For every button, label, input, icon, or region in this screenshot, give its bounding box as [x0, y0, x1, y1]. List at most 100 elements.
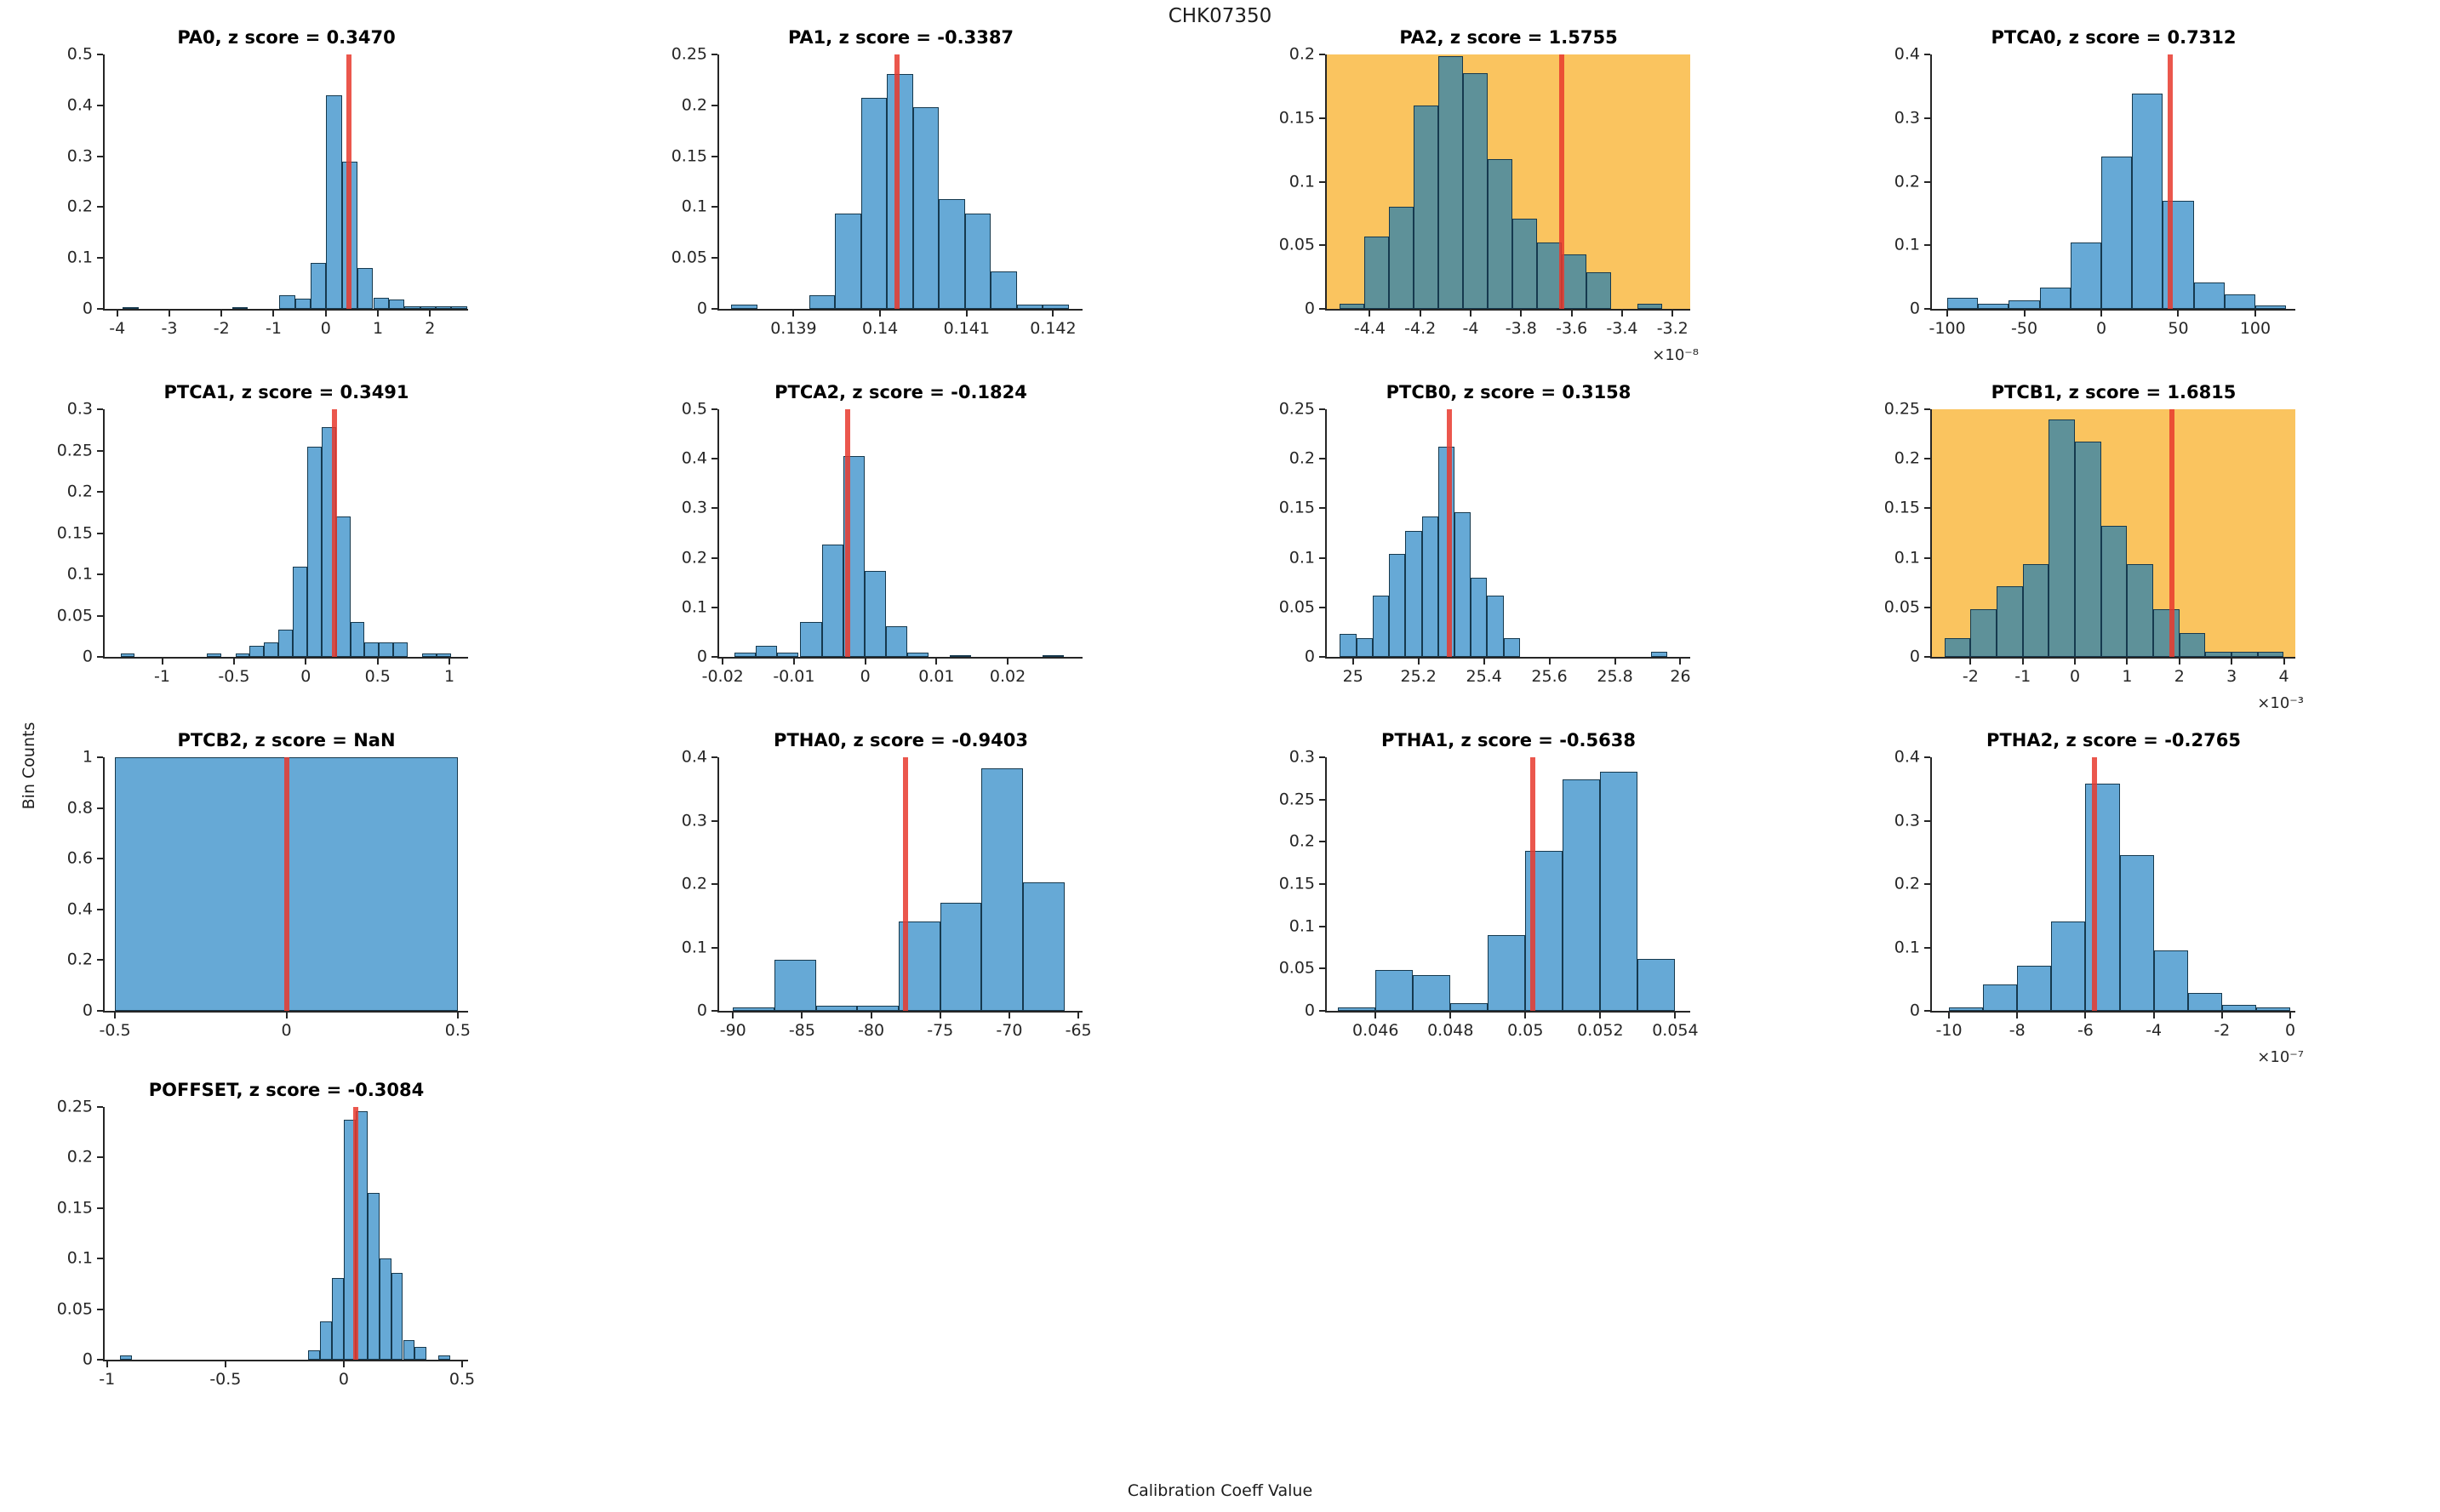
histogram-bar — [964, 213, 991, 309]
x-tick-label: -10 — [1935, 1021, 1963, 1040]
y-tick — [1319, 117, 1325, 119]
x-tick — [461, 1361, 464, 1367]
x-tick — [232, 659, 235, 665]
y-tick-label: 0 — [1304, 1001, 1315, 1020]
y-tick-label: 0.6 — [66, 848, 93, 868]
histogram-bar — [326, 94, 342, 309]
y-tick-label: 0.1 — [681, 597, 707, 617]
x-tick-label: -3 — [161, 319, 178, 338]
y-tick-label: 0 — [82, 1001, 93, 1020]
x-tick — [1570, 311, 1573, 317]
y-tick-label: 0.2 — [66, 1147, 93, 1167]
x-tick-label: -4 — [1462, 319, 1479, 338]
histogram-bar — [981, 767, 1024, 1011]
y-tick-label: 0 — [1909, 647, 1920, 666]
y-tick-label: 0.15 — [56, 1198, 93, 1218]
y-tick — [1319, 54, 1325, 55]
y-tick-label: 0.25 — [56, 1097, 93, 1116]
x-tick — [456, 1013, 459, 1018]
histogram-bar — [809, 295, 836, 309]
y-tick — [1319, 656, 1325, 658]
histogram-bar — [2224, 294, 2255, 309]
histogram-bar — [403, 1340, 415, 1360]
histogram-bar — [2179, 633, 2206, 657]
y-tick — [1319, 1010, 1325, 1012]
histogram-bar — [907, 653, 929, 657]
y-tick-label: 0.25 — [1883, 399, 1920, 419]
y-tick — [1319, 556, 1325, 559]
x-tick-label: 1 — [372, 319, 384, 338]
x-tick-label: 50 — [2168, 319, 2189, 338]
y-tick — [711, 507, 717, 510]
x-tick-label: 25 — [1342, 667, 1363, 686]
x-tick — [285, 1013, 288, 1018]
y-tick — [97, 573, 103, 575]
x-tick — [2016, 1013, 2019, 1018]
x-tick-label: -2 — [2214, 1021, 2231, 1040]
x-tick-label: 0.142 — [1030, 319, 1077, 338]
y-tick-label: 0.25 — [56, 441, 93, 459]
y-tick — [711, 408, 717, 410]
x-tick-label: 0.054 — [1652, 1021, 1699, 1040]
x-tick-label: -3.8 — [1505, 319, 1537, 338]
x-tick-label: -2 — [1962, 667, 1979, 686]
y-tick — [1924, 819, 1930, 822]
histogram-bar — [2051, 921, 2086, 1011]
histogram-bar — [1043, 305, 1069, 309]
y-tick-label: 0.2 — [681, 548, 707, 568]
x-tick — [1948, 1013, 1951, 1018]
y-tick-label: 0 — [696, 299, 707, 318]
x-axis-exponent-label: ×10⁻³ — [2257, 694, 2304, 712]
x-tick-label: 0.5 — [444, 1021, 471, 1040]
histogram-bar — [1488, 934, 1526, 1011]
histogram-bar — [1562, 254, 1587, 309]
histogram-bar — [120, 1355, 132, 1360]
histogram-bar — [1414, 105, 1439, 309]
y-tick-label: 0.15 — [1278, 874, 1315, 893]
x-tick — [116, 311, 118, 317]
x-tick-label: -6 — [2077, 1021, 2094, 1040]
histogram-bar — [885, 625, 908, 657]
x-tick-label: 26 — [1670, 667, 1691, 686]
y-tick — [97, 756, 103, 758]
histogram-bar — [1413, 975, 1451, 1011]
subplot-PA1: PA1, z score = -0.3387 0 0.05 0.1 0.15 0.2 0.2… — [671, 27, 1083, 337]
x-tick-label: -80 — [858, 1021, 885, 1040]
x-tick — [1369, 311, 1371, 317]
y-tick-label: 0.25 — [1278, 790, 1315, 809]
histogram-bar — [120, 653, 135, 657]
histogram-bar — [1356, 637, 1373, 657]
x-axis-label: Calibration Coeff Value — [1127, 1481, 1313, 1500]
y-tick-label: 0.2 — [1894, 448, 1920, 468]
x-tick-label: 25.2 — [1400, 667, 1437, 686]
histogram-bar — [2085, 783, 2120, 1011]
histogram-bar — [887, 73, 913, 309]
red-marker-line — [346, 54, 351, 309]
x-tick — [2126, 659, 2129, 665]
histogram-bar — [2163, 200, 2194, 309]
y-tick — [1319, 756, 1325, 758]
x-tick — [1679, 659, 1682, 665]
y-tick — [711, 1010, 717, 1012]
red-marker-line — [353, 1107, 359, 1360]
histogram-bar — [235, 653, 250, 657]
x-tick-label: 1 — [444, 667, 455, 686]
subplot-title: PTHA1, z score = -0.5638 — [1381, 730, 1636, 750]
y-tick — [1924, 244, 1930, 247]
histogram-bar — [1421, 516, 1438, 657]
y-tick — [97, 155, 103, 157]
x-tick — [879, 311, 882, 317]
x-tick-label: 100 — [2239, 319, 2271, 338]
histogram-bar — [1983, 984, 2018, 1011]
x-tick — [2231, 659, 2233, 665]
red-marker-line — [844, 409, 850, 657]
histogram-bar — [2193, 282, 2225, 309]
histogram-bar — [264, 642, 279, 657]
y-tick — [1319, 244, 1325, 247]
histogram-bar — [308, 1350, 321, 1360]
y-tick — [711, 257, 717, 260]
subplot-title: PTCB1, z score = 1.6815 — [1991, 382, 2237, 402]
x-tick-label: -4 — [109, 319, 126, 338]
y-tick-label: 0.15 — [671, 146, 707, 166]
histogram-bar — [1438, 55, 1464, 309]
